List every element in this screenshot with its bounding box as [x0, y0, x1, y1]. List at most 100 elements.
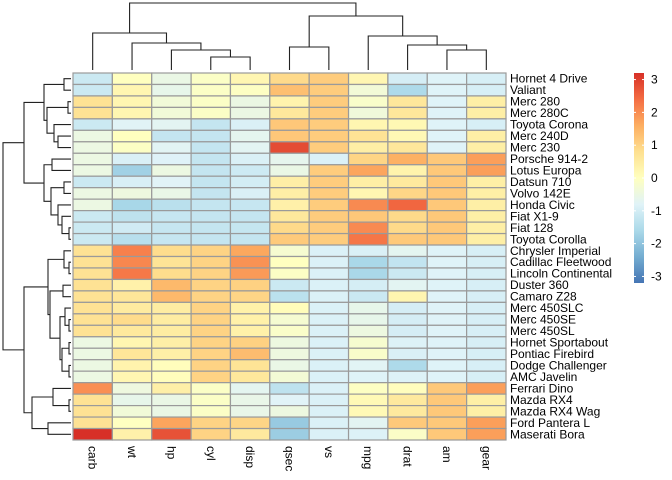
legend-tick-label: -2: [651, 237, 662, 251]
heatmap-cell: [426, 382, 468, 395]
dendrogram-branch: [62, 284, 71, 298]
heatmap-cell: [269, 313, 310, 326]
heatmap-cell: [269, 129, 310, 143]
heatmap-cell: [269, 175, 310, 189]
heatmap-cell: [111, 255, 153, 269]
heatmap-cell: [466, 175, 507, 189]
dendrogram-branch: [68, 319, 71, 332]
legend-tick-label: -1: [651, 204, 662, 218]
heatmap-cell: [426, 404, 468, 418]
heatmap-cell: [72, 324, 113, 338]
heatmap-cell: [426, 118, 468, 131]
heatmap-cell: [308, 129, 350, 143]
heatmap-cell: [347, 72, 389, 86]
heatmap-cell: [308, 301, 350, 315]
heatmap-cell: [229, 290, 271, 303]
dendrogram-branch: [61, 347, 69, 372]
dendrogram-branch: [57, 204, 71, 226]
heatmap-cell: [387, 175, 428, 189]
heatmap-cell: [387, 336, 428, 349]
row-label: AMC Javelin: [510, 370, 577, 384]
heatmap-cell: [72, 336, 113, 349]
row-label: Porsche 914-2: [510, 152, 588, 166]
dendrogram-branch: [57, 135, 71, 149]
heatmap-cell: [466, 290, 507, 303]
heatmap-cell: [426, 141, 468, 154]
heatmap-cell: [111, 313, 153, 326]
heatmap-cell: [111, 301, 153, 315]
heatmap-cell: [426, 290, 468, 303]
heatmap-cell: [466, 244, 507, 258]
heatmap-cell: [387, 129, 428, 143]
heatmap-cell: [387, 244, 428, 258]
heatmap-cell: [308, 152, 350, 166]
heatmap-cell: [466, 106, 507, 120]
heatmap-cell: [72, 95, 113, 109]
heatmap-cell: [426, 232, 468, 246]
heatmap-cell: [111, 152, 153, 166]
heatmap-cell: [229, 198, 271, 212]
heatmap-cell: [387, 106, 428, 120]
heatmap-cell: [111, 382, 153, 395]
heatmap-cell: [347, 83, 389, 97]
heatmap-cell: [466, 83, 507, 97]
heatmap-cell: [347, 393, 389, 407]
dendrogram-branch: [47, 422, 71, 435]
column-label: disp: [243, 446, 257, 468]
heatmap-cell: [229, 404, 271, 418]
heatmap-cell: [229, 359, 271, 372]
heatmap-cell: [466, 255, 507, 269]
legend-tick-label: 0: [651, 171, 658, 185]
heatmap-cell: [190, 175, 232, 189]
heatmap-cell: [269, 290, 310, 303]
heatmap-cell: [72, 427, 113, 441]
heatmap-cell: [308, 336, 350, 349]
heatmap-cell: [72, 359, 113, 372]
heatmap-cell: [269, 244, 310, 258]
heatmap-cell: [426, 427, 468, 441]
row-label: Fiat X1-9: [510, 209, 559, 223]
column-label: carb: [86, 446, 100, 470]
heatmap-cell: [466, 267, 507, 281]
legend-tick-label: 3: [651, 73, 658, 87]
heatmap-cell: [229, 221, 271, 235]
heatmap-cell: [426, 336, 468, 349]
heatmap-cell: [229, 427, 271, 441]
dendrogram-branch: [131, 42, 202, 70]
heatmap-cell: [269, 393, 310, 407]
column-label: hp: [164, 446, 178, 460]
heatmap-cell: [308, 198, 350, 212]
heatmap-cell: [308, 232, 350, 246]
heatmap-cell: [308, 164, 350, 177]
heatmap-cell: [190, 278, 232, 292]
heatmap-cell: [387, 210, 428, 223]
row-label: Merc 240D: [510, 129, 569, 143]
heatmap-cell: [347, 210, 389, 223]
heatmap-cell: [347, 278, 389, 292]
heatmap-cell: [308, 313, 350, 326]
heatmap-cell: [347, 313, 389, 326]
row-label: Toyota Corolla: [510, 232, 587, 246]
heatmap-cell: [190, 187, 232, 200]
heatmap-cell: [387, 255, 428, 269]
heatmap-cell: [229, 164, 271, 177]
heatmap-cell: [387, 83, 428, 97]
heatmap-cell: [229, 255, 271, 269]
heatmap-cell: [111, 370, 153, 384]
dendrogram-branch: [63, 181, 71, 194]
heatmap-cell: [347, 187, 389, 200]
heatmap-cell: [229, 416, 271, 430]
heatmap-cell: [72, 244, 113, 258]
heatmap-cell: [308, 72, 350, 86]
heatmap-cell: [347, 221, 389, 235]
column-label: drat: [401, 446, 415, 467]
heatmap-cell: [466, 347, 507, 361]
heatmap-cell: [111, 393, 153, 407]
dendrogram-branch: [68, 227, 71, 240]
legend-tick-label: 1: [651, 138, 658, 152]
heatmap-cell: [347, 232, 389, 246]
heatmap-cell: [269, 83, 310, 97]
heatmap-cell: [229, 267, 271, 281]
legend-colorbar: [634, 73, 644, 283]
dendrogram-branch: [129, 2, 357, 33]
